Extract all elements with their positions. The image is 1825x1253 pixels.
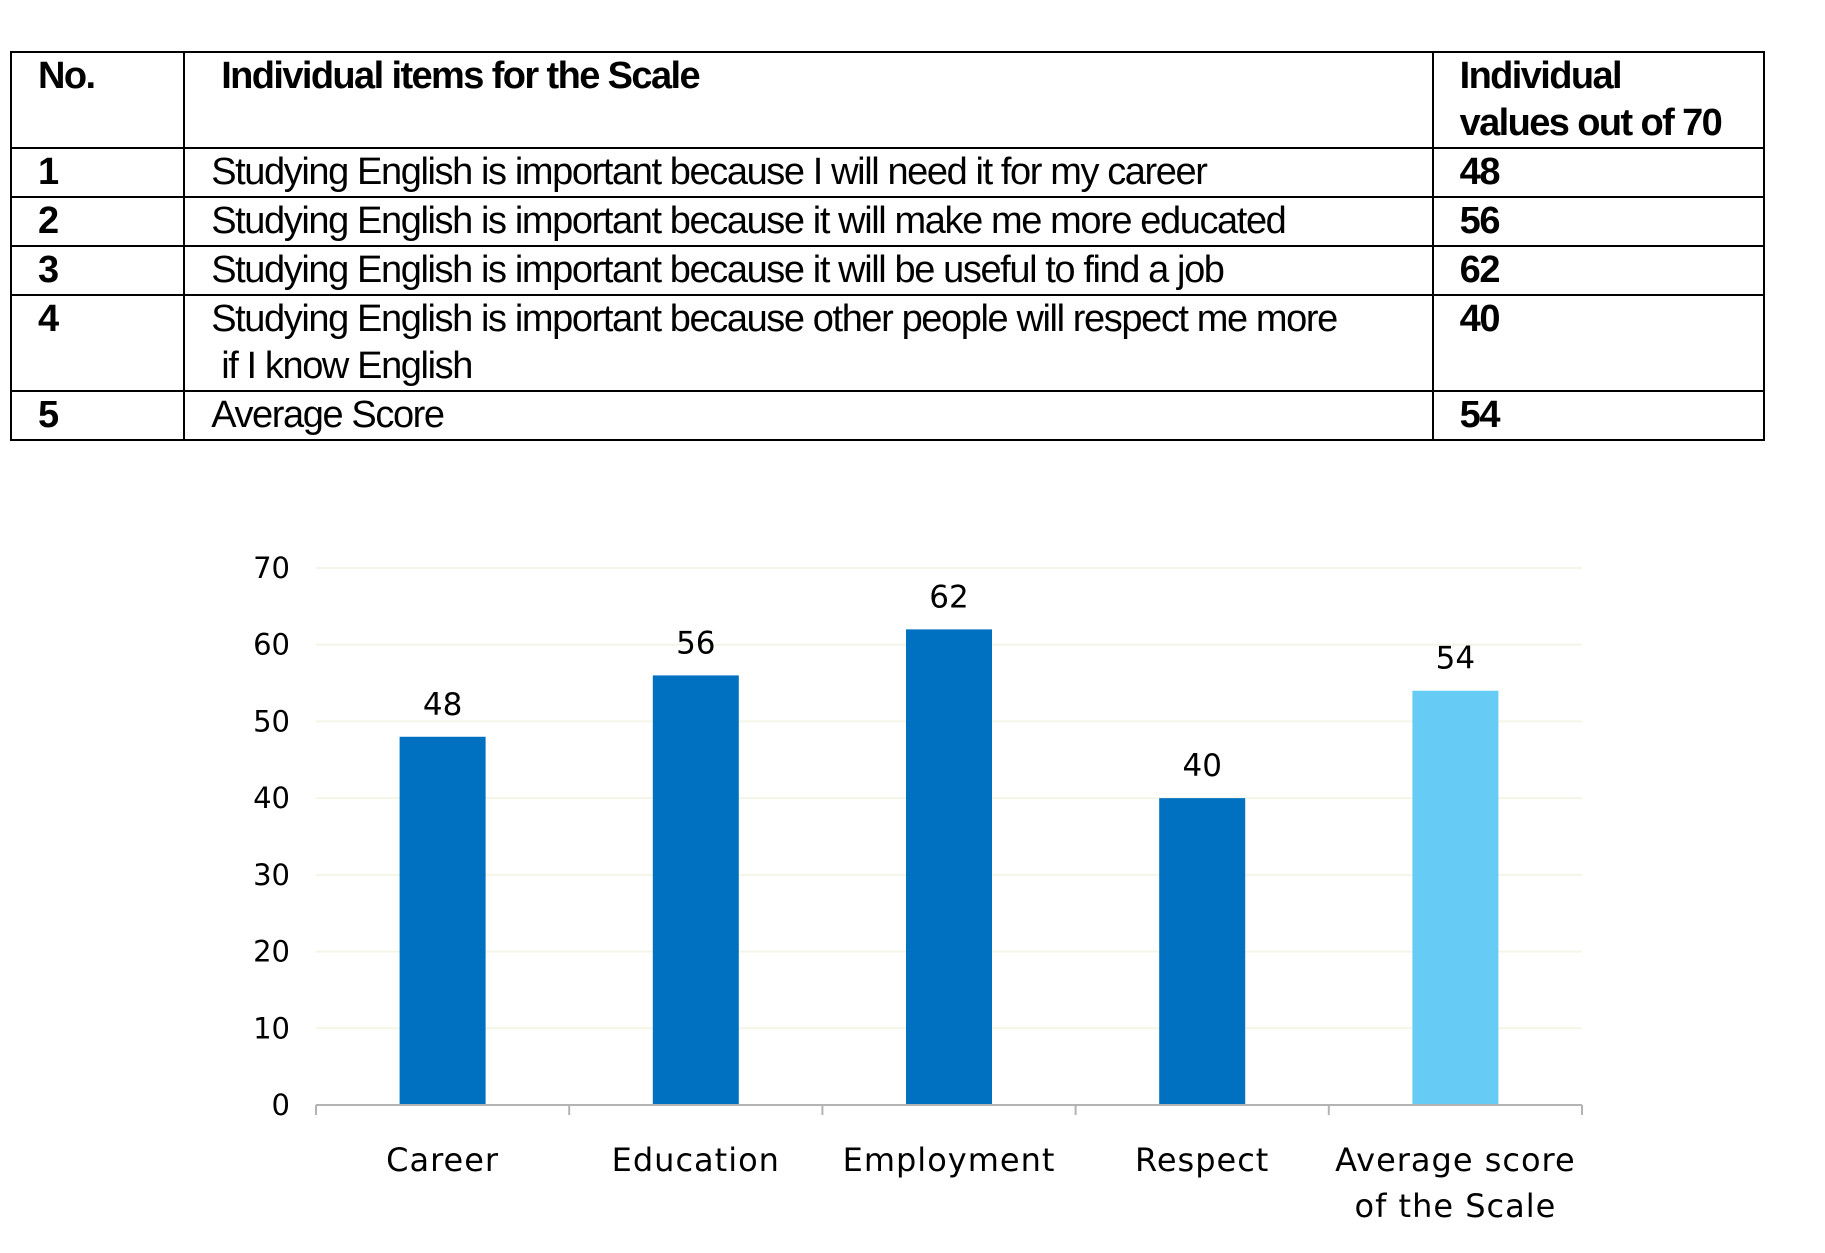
x-axis	[315, 1104, 1583, 1115]
row-item-line2: if I know English	[221, 345, 473, 387]
row-value: 56	[1431, 196, 1766, 247]
table-header-row: No. Individual items for the Scale Indiv…	[9, 51, 1766, 149]
header-value: Individual values out of 70	[1431, 51, 1766, 149]
row-item: Studying English is important because it…	[183, 196, 1434, 247]
y-tick-label: 10	[253, 1011, 290, 1045]
y-tick-label: 0	[272, 1088, 290, 1122]
bar	[1412, 690, 1499, 1105]
y-tick-label: 70	[253, 551, 290, 585]
x-tick-label: Career	[386, 1141, 499, 1179]
y-tick-label: 50	[253, 704, 290, 738]
data-label: 56	[676, 625, 715, 661]
data-label: 48	[423, 687, 462, 723]
row-no: 1	[9, 147, 186, 198]
bar	[1159, 798, 1246, 1105]
table-row: 1 Studying English is important because …	[9, 147, 1766, 198]
category-labels: Career Education Employment Respect Average …	[386, 1141, 1576, 1225]
row-item: Average Score	[183, 390, 1434, 441]
row-value: 62	[1431, 245, 1766, 296]
table-row: 3 Studying English is important because …	[9, 245, 1766, 296]
row-no: 3	[9, 245, 186, 296]
table-row: 2 Studying English is important because …	[9, 196, 1766, 247]
header-item: Individual items for the Scale	[183, 51, 1434, 149]
scale-items-table: No. Individual items for the Scale Indiv…	[9, 51, 1766, 441]
value-labels: 48 56 62 40 54	[423, 579, 1475, 784]
table-row: 4 Studying English is important because …	[9, 294, 1766, 392]
x-tick-label: Employment	[843, 1141, 1056, 1179]
header-no: No.	[9, 51, 186, 149]
y-tick-label: 30	[253, 858, 290, 892]
x-tick-label: Respect	[1135, 1141, 1269, 1179]
y-tick-label: 40	[253, 781, 290, 815]
data-label: 62	[929, 579, 968, 615]
y-tick-label: 60	[253, 628, 290, 662]
header-value-line2: values out of 70	[1459, 102, 1723, 144]
table-row: 5 Average Score 54	[9, 390, 1766, 441]
row-item: Studying English is important because it…	[183, 245, 1434, 296]
row-item: Studying English is important because I …	[183, 147, 1434, 198]
bar	[906, 629, 992, 1105]
row-no: 2	[9, 196, 186, 247]
bar	[652, 675, 739, 1105]
bar	[399, 736, 486, 1105]
header-value-line1: Individual	[1459, 55, 1623, 97]
y-tick-label: 20	[253, 935, 290, 969]
row-value: 54	[1431, 390, 1766, 441]
bars	[399, 629, 1499, 1105]
row-value: 48	[1431, 147, 1766, 198]
data-label: 54	[1436, 641, 1475, 677]
x-tick-label: of the Scale	[1355, 1187, 1557, 1225]
data-label: 40	[1182, 748, 1221, 784]
x-tick-label: Average score	[1335, 1141, 1576, 1179]
y-axis-ticks: 0 10 20 30 40 50 60 70	[253, 551, 290, 1122]
row-value: 40	[1431, 294, 1766, 392]
row-no: 4	[9, 294, 186, 392]
row-item-line1: Studying English is important because ot…	[211, 298, 1338, 340]
row-item: Studying English is important because ot…	[183, 294, 1434, 392]
row-no: 5	[9, 390, 186, 441]
bar-chart: 0 10 20 30 40 50 60 70 48 56 62 40 54 Career Educati…	[253, 551, 1583, 1225]
x-tick-label: Education	[612, 1141, 780, 1179]
